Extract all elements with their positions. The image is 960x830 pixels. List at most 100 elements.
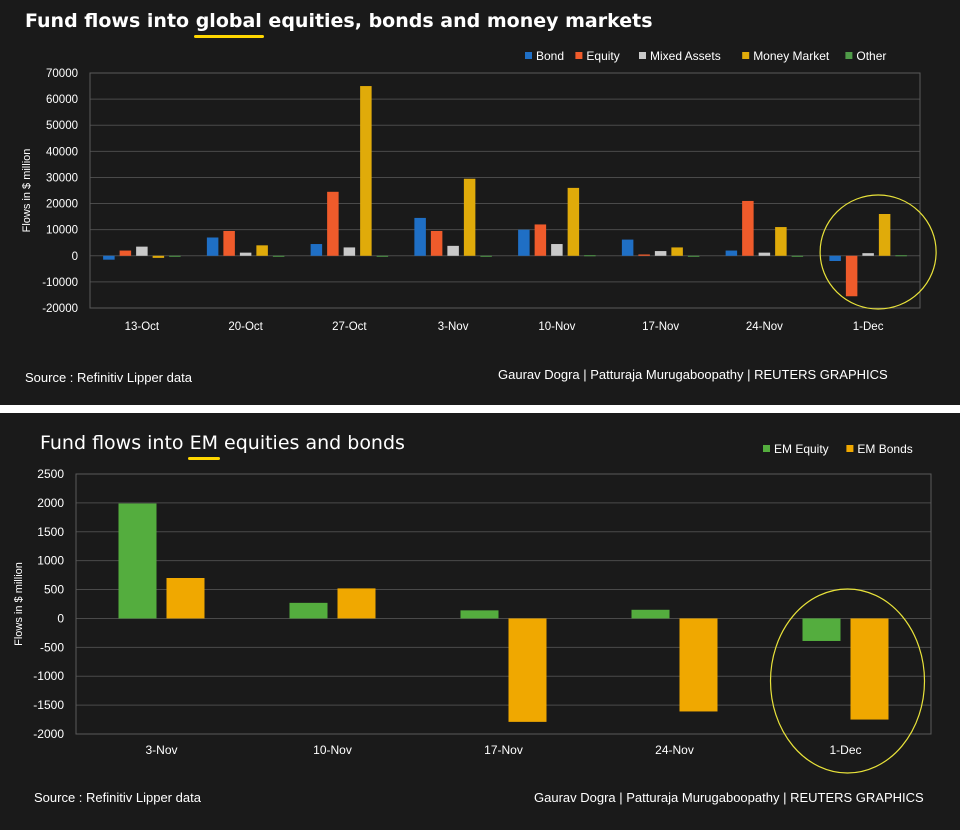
bar bbox=[223, 230, 235, 256]
x-tick-label: 13-Oct bbox=[125, 321, 160, 333]
legend-label: EM Equity bbox=[774, 442, 829, 456]
bar bbox=[152, 255, 165, 258]
y-tick-label: -20000 bbox=[42, 303, 78, 315]
y-tick-label: 500 bbox=[44, 583, 64, 597]
title-highlight-word: global bbox=[193, 10, 264, 38]
bar bbox=[621, 239, 634, 256]
bar bbox=[360, 86, 372, 256]
x-tick-label: 10-Nov bbox=[538, 321, 575, 333]
y-tick-label: 2500 bbox=[37, 467, 64, 481]
bar bbox=[584, 255, 596, 257]
legend-swatch bbox=[639, 52, 646, 59]
legend-swatch bbox=[763, 445, 770, 452]
x-tick-label: 24-Nov bbox=[655, 743, 694, 757]
bar bbox=[534, 224, 547, 256]
bar bbox=[119, 250, 132, 256]
x-tick-label: 3-Nov bbox=[145, 743, 177, 757]
bar bbox=[463, 178, 476, 256]
bar bbox=[654, 251, 667, 256]
bar bbox=[289, 602, 328, 619]
y-tick-label: 2000 bbox=[37, 496, 64, 510]
bar bbox=[567, 187, 580, 256]
bar bbox=[256, 245, 268, 256]
bar bbox=[758, 252, 771, 256]
bar bbox=[343, 247, 356, 256]
bar bbox=[480, 255, 492, 257]
bar bbox=[508, 618, 547, 722]
bar bbox=[136, 246, 148, 256]
y-axis: -20000 -10000 0 10000 20000 30000 40000 50000 60… bbox=[42, 68, 78, 315]
y-tick-label: 70000 bbox=[46, 68, 78, 80]
y-tick-label: 30000 bbox=[46, 172, 78, 184]
bar bbox=[310, 244, 323, 256]
source-note: Source : Refinitiv Lipper data bbox=[34, 790, 201, 805]
bar bbox=[414, 217, 426, 256]
y-tick-label: 60000 bbox=[46, 94, 78, 106]
y-tick-label: -1000 bbox=[33, 669, 64, 683]
bar bbox=[687, 255, 700, 257]
y-tick-label: 50000 bbox=[46, 120, 78, 132]
bar bbox=[895, 255, 907, 257]
bar bbox=[327, 191, 339, 256]
x-tick-label: 1-Dec bbox=[853, 321, 884, 333]
bar bbox=[166, 578, 205, 619]
x-tick-label: 27-Oct bbox=[332, 321, 367, 333]
legend-swatch bbox=[575, 52, 583, 59]
bar bbox=[239, 252, 252, 256]
bar bbox=[376, 255, 389, 257]
legend-swatch bbox=[845, 52, 853, 59]
legend-swatch bbox=[742, 52, 750, 59]
x-tick-label: 1-Dec bbox=[829, 743, 861, 757]
credit-line: Gaurav Dogra | Patturaja Murugaboopathy … bbox=[534, 790, 924, 805]
x-tick-label: 17-Nov bbox=[484, 743, 523, 757]
y-axis: -2000 -1500 -1000 -500 0 500 1000 1500 2000 2500 bbox=[33, 467, 64, 741]
bar bbox=[862, 253, 874, 256]
bar bbox=[829, 255, 841, 261]
x-tick-label: 20-Oct bbox=[228, 321, 263, 333]
bar bbox=[775, 227, 787, 256]
legend-label: Mixed Assets bbox=[650, 49, 721, 63]
legend-label: Bond bbox=[536, 49, 564, 63]
bar bbox=[791, 255, 804, 257]
bar bbox=[802, 618, 841, 641]
legend-label: EM Bonds bbox=[857, 442, 912, 456]
bar bbox=[679, 618, 718, 712]
legend-label: Other bbox=[856, 49, 886, 63]
bar bbox=[430, 230, 443, 256]
bar bbox=[518, 229, 530, 256]
bar bbox=[272, 255, 285, 257]
x-tick-label: 17-Nov bbox=[642, 321, 679, 333]
y-tick-label: 20000 bbox=[46, 199, 78, 211]
plot-border bbox=[75, 473, 932, 735]
em-flows-chart: -2000 -1500 -1000 -500 0 500 1000 1500 2000 2500 F… bbox=[13, 442, 932, 774]
bar bbox=[551, 244, 563, 256]
y-tick-label: -500 bbox=[40, 640, 64, 654]
bar bbox=[118, 503, 157, 619]
legend-swatch bbox=[525, 52, 532, 59]
legend-label: Equity bbox=[586, 49, 619, 63]
y-tick-label: 10000 bbox=[46, 225, 78, 237]
highlight-circle bbox=[819, 194, 937, 310]
x-tick-label: 10-Nov bbox=[313, 743, 352, 757]
x-tick-label: 3-Nov bbox=[438, 321, 469, 333]
y-axis-label: Flows in $ million bbox=[21, 149, 33, 233]
bar bbox=[638, 254, 650, 256]
em-flows-panel: Fund flows into EM equities and bonds -2… bbox=[0, 413, 960, 830]
chart-title: Fund flows into global equities, bonds a… bbox=[25, 10, 653, 38]
plot-border bbox=[89, 72, 921, 309]
bar bbox=[103, 255, 115, 260]
global-flows-panel: Fund flows into global equities, bonds a… bbox=[0, 0, 960, 405]
y-axis-label: Flows in $ million bbox=[13, 562, 25, 646]
y-tick-label: 1000 bbox=[37, 554, 64, 568]
y-tick-label: -10000 bbox=[42, 277, 78, 289]
bar bbox=[206, 237, 219, 256]
chart-title: Fund flows into EM equities and bonds bbox=[40, 432, 405, 460]
bar bbox=[460, 610, 499, 619]
y-tick-label: 0 bbox=[72, 251, 78, 263]
y-tick-label: 1500 bbox=[37, 525, 64, 539]
bar bbox=[725, 250, 738, 256]
bar bbox=[671, 247, 683, 256]
bar bbox=[337, 588, 376, 619]
x-tick-label: 24-Nov bbox=[746, 321, 783, 333]
bar bbox=[742, 200, 754, 256]
